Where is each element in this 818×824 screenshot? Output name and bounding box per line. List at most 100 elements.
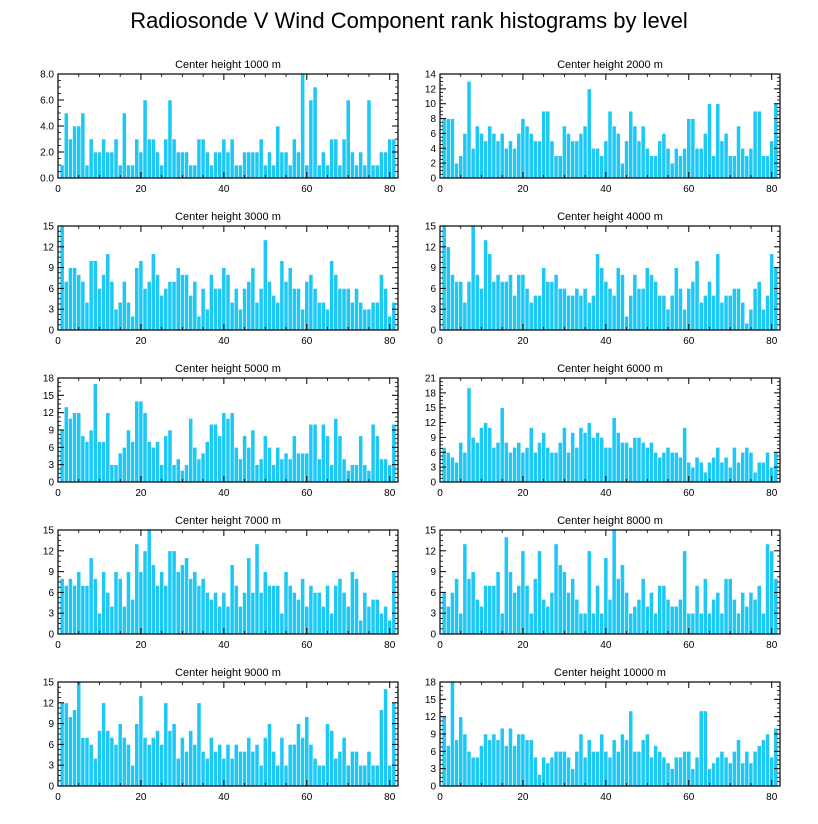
histogram-bar <box>545 605 551 635</box>
histogram-bar <box>254 151 260 179</box>
histogram-bar <box>727 295 733 331</box>
histogram-bar <box>204 151 210 179</box>
histogram-bar <box>711 599 717 635</box>
histogram-bar <box>458 612 464 635</box>
histogram-bar <box>146 529 152 635</box>
histogram-bar <box>545 281 551 331</box>
histogram-bar <box>296 452 301 483</box>
histogram-bar <box>562 125 567 179</box>
histogram-bar <box>366 605 372 635</box>
histogram-bar <box>229 138 235 179</box>
histogram-bar <box>698 710 704 787</box>
histogram-bar <box>595 147 600 179</box>
histogram-bar <box>142 737 148 787</box>
histogram-bar <box>192 744 198 787</box>
histogram-bar <box>333 418 339 483</box>
histogram-bar <box>640 442 646 483</box>
histogram-bar <box>748 762 754 787</box>
histogram-bar <box>325 435 330 483</box>
histogram-bar <box>97 151 102 179</box>
histogram-bar <box>545 447 551 483</box>
y-tick-label: 6 <box>48 740 54 751</box>
histogram-bar <box>138 400 144 483</box>
histogram-bar <box>180 737 185 787</box>
histogram-bar <box>196 138 202 179</box>
histogram-bar <box>200 452 206 483</box>
histogram-bar <box>291 288 297 331</box>
histogram-bar <box>267 585 272 635</box>
histogram-bar <box>370 423 376 483</box>
histogram-bar <box>524 447 530 483</box>
histogram-bar <box>316 301 322 331</box>
histogram-bar <box>698 461 704 483</box>
histogram-bar <box>337 288 343 331</box>
histogram-bar <box>562 571 567 635</box>
histogram-bar <box>196 458 202 483</box>
histogram-bar <box>661 451 667 483</box>
histogram-bar <box>300 578 306 635</box>
x-tick-label: 20 <box>135 184 147 195</box>
histogram-bar <box>744 605 750 635</box>
histogram-bar <box>628 110 634 179</box>
histogram-bar <box>350 151 355 179</box>
histogram-bar <box>345 764 351 787</box>
histogram-bar <box>678 288 683 331</box>
histogram-bar <box>690 118 696 179</box>
histogram-bar <box>673 451 679 483</box>
histogram-bar <box>105 253 111 331</box>
histogram-bar <box>291 744 297 787</box>
histogram-bar <box>607 447 613 483</box>
histogram-bar <box>578 733 584 787</box>
y-tick-label: 15 <box>43 222 55 233</box>
histogram-bar <box>632 751 638 787</box>
x-tick-label: 80 <box>384 792 396 803</box>
histogram-bar <box>233 744 239 787</box>
histogram-bar <box>217 288 223 331</box>
histogram-bar <box>644 267 650 331</box>
histogram-bar <box>329 464 335 483</box>
histogram-bar <box>599 155 605 179</box>
histogram-bar <box>362 764 368 787</box>
histogram-bar <box>325 585 330 635</box>
histogram-bar <box>379 151 384 179</box>
histogram-bar <box>159 295 165 331</box>
histogram-bar <box>678 155 683 179</box>
histogram-bar <box>130 599 136 635</box>
histogram-bar <box>213 151 218 179</box>
histogram-bar <box>333 585 339 635</box>
histogram-bar <box>711 155 717 179</box>
histogram-bar <box>512 147 518 179</box>
x-tick-label: 60 <box>683 336 695 347</box>
histogram-bar <box>146 138 152 179</box>
histogram-bar <box>711 295 717 331</box>
histogram-bar <box>221 592 227 635</box>
histogram-bar <box>607 110 613 179</box>
histogram-bar <box>615 432 621 483</box>
histogram-bar <box>350 571 355 635</box>
histogram-bar <box>744 447 750 483</box>
histogram-bar <box>740 762 746 787</box>
histogram-bar <box>603 281 609 331</box>
histogram-bar <box>765 451 770 483</box>
panel-title: Center height 9000 m <box>175 667 281 679</box>
histogram-bar <box>150 253 156 331</box>
x-tick-label: 0 <box>55 184 61 195</box>
histogram-bar <box>582 612 588 635</box>
histogram-bar <box>250 151 256 179</box>
histogram-bar <box>275 301 281 331</box>
histogram-bar <box>516 442 522 483</box>
histogram-bar <box>304 281 310 331</box>
histogram-bar <box>134 723 140 787</box>
y-tick-label: 21 <box>425 374 437 385</box>
histogram-bar <box>175 267 181 331</box>
histogram-bar <box>686 118 692 179</box>
histogram-bar <box>204 592 210 635</box>
y-tick-label: 6.0 <box>40 96 54 107</box>
histogram-bar <box>258 138 264 179</box>
histogram-bar <box>445 605 451 635</box>
histogram-bar <box>591 751 596 787</box>
histogram-bar <box>192 571 198 635</box>
histogram-bar <box>657 295 663 331</box>
x-tick-label: 0 <box>437 336 443 347</box>
histogram-bar <box>105 151 111 179</box>
